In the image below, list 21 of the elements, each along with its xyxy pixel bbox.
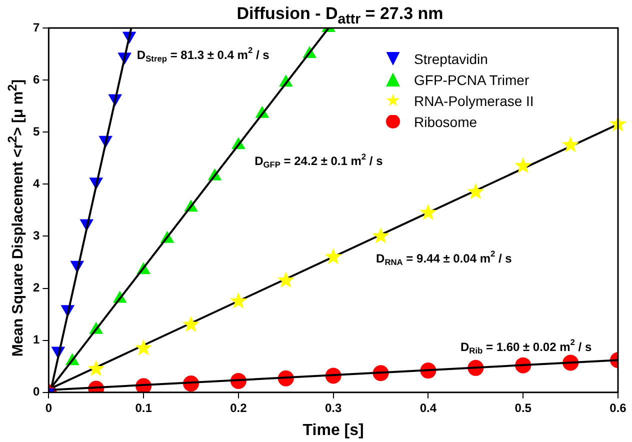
legend-label: Streptavidin <box>414 50 488 66</box>
x-tick-label: 0.5 <box>514 400 532 415</box>
x-tick-label: 0.2 <box>230 400 248 415</box>
y-tick-label: 3 <box>32 228 40 243</box>
y-tick-label: 6 <box>32 72 40 86</box>
x-tick-label: 0.4 <box>420 400 437 415</box>
y-tick-label: 7 <box>32 20 40 34</box>
x-axis-title: Time [s] <box>302 422 364 439</box>
legend-label: Ribosome <box>414 114 478 130</box>
legend-label: GFP-PCNA Trimer <box>414 72 530 88</box>
y-tick-label: 5 <box>32 124 40 138</box>
x-tick-label: 0.6 <box>610 400 627 415</box>
y-tick-label: 2 <box>32 280 40 295</box>
y-tick-label: 1 <box>32 332 40 347</box>
legend-label: RNA-Polymerase II <box>414 92 534 108</box>
y-tick-label: 0 <box>32 384 40 399</box>
x-tick-label: 0.3 <box>324 400 342 415</box>
x-tick-label: 0.1 <box>135 400 152 415</box>
y-tick-label: 4 <box>32 176 40 190</box>
chart-title: Diffusion - D$_{attr}$ = 27.3 nm <box>236 4 444 28</box>
x-tick-label: 0 <box>45 400 52 415</box>
